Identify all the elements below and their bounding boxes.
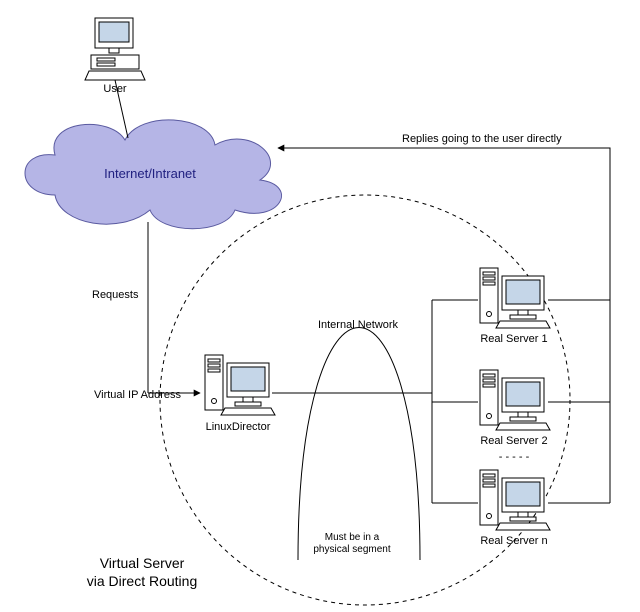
vip-label: Virtual IP Address xyxy=(94,389,182,401)
reply-label: Replies going to the user directly xyxy=(402,133,562,145)
real-server-n xyxy=(480,470,550,530)
director-label: LinuxDirector xyxy=(206,421,271,433)
user-computer xyxy=(85,18,145,80)
real-server-1 xyxy=(480,268,550,328)
internal-network-label: Internal Network xyxy=(318,319,399,331)
requests-label: Requests xyxy=(92,289,139,301)
diagram-title-1: Virtual Server xyxy=(100,555,185,571)
diagram-title-2: via Direct Routing xyxy=(87,573,198,589)
reply-path xyxy=(278,148,610,300)
ellipsis: - - - - - xyxy=(499,451,530,463)
internal-network-arch xyxy=(298,328,420,561)
cloud: Internet/Intranet xyxy=(25,120,282,229)
linux-director xyxy=(205,355,275,415)
rs1-label: Real Server 1 xyxy=(480,333,547,345)
segment-label-2: physical segment xyxy=(313,544,390,555)
segment-label-1: Must be in a xyxy=(325,532,380,543)
user-label: User xyxy=(103,83,127,95)
rsn-label: Real Server n xyxy=(480,535,547,547)
real-server-2 xyxy=(480,370,550,430)
rs2-label: Real Server 2 xyxy=(480,435,547,447)
cloud-label: Internet/Intranet xyxy=(104,166,196,181)
